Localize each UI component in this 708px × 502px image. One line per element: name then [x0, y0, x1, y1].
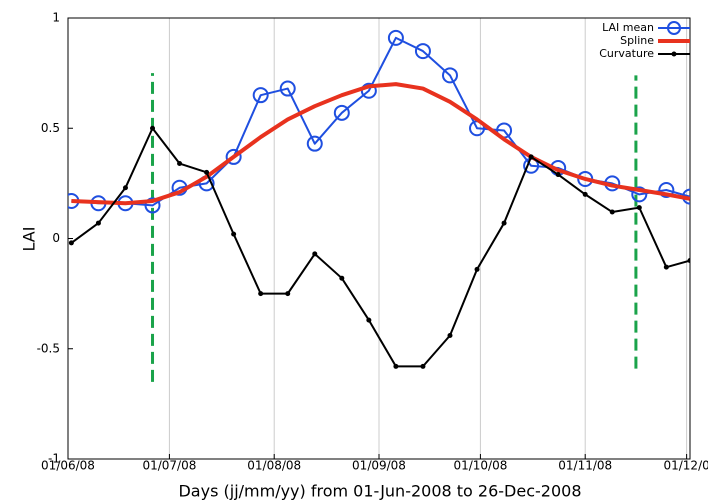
point	[252, 87, 269, 104]
y-tick-label: 1	[52, 11, 60, 25]
point	[393, 363, 399, 369]
point	[366, 317, 372, 323]
legend-label: Curvature	[599, 47, 654, 60]
y-tick-label: -0.5	[37, 341, 60, 355]
y-tick-label: 0.5	[41, 121, 60, 135]
y-axis-label: LAI	[20, 227, 39, 252]
point	[177, 161, 183, 167]
plot-frame	[67, 17, 691, 460]
series-line	[71, 82, 690, 206]
point	[387, 29, 404, 46]
y-tick-label: -1	[48, 452, 60, 466]
point	[122, 185, 128, 191]
x-tick-label: 01/12/0	[663, 459, 708, 473]
y-tick-label: 0	[52, 231, 60, 245]
x-tick-label: 01/07/08	[142, 459, 196, 473]
point	[631, 186, 648, 203]
legend-label: Spline	[620, 34, 654, 47]
point	[95, 220, 101, 226]
x-axis-label: Days (jj/mm/yy) from 01-Jun-2008 to 26-D…	[178, 482, 581, 501]
point	[306, 135, 323, 152]
point	[609, 209, 615, 215]
point	[441, 67, 458, 84]
point	[150, 125, 156, 131]
point	[360, 82, 377, 99]
point	[144, 197, 161, 214]
point	[420, 363, 426, 369]
x-tick-label: 01/09/08	[352, 459, 406, 473]
x-tick-label: 01/11/08	[558, 459, 612, 473]
point	[258, 291, 264, 297]
point	[528, 154, 534, 160]
point	[204, 169, 210, 175]
point	[636, 205, 642, 211]
point	[333, 104, 350, 121]
point	[555, 172, 561, 178]
point	[312, 251, 318, 257]
legend-swatch	[671, 51, 677, 57]
point	[582, 191, 588, 197]
point	[225, 148, 242, 165]
point	[414, 43, 431, 60]
x-tick-label: 01/08/08	[247, 459, 301, 473]
x-tick-label: 01/10/08	[453, 459, 507, 473]
point	[687, 258, 690, 264]
legend-swatch	[667, 21, 681, 35]
point	[231, 231, 237, 237]
point	[447, 333, 453, 339]
legend-label: LAI mean	[602, 21, 654, 34]
point	[68, 240, 74, 246]
point	[285, 291, 291, 297]
point	[474, 266, 480, 272]
point	[658, 181, 675, 198]
point	[501, 220, 507, 226]
x-tick-label: 01/06/08	[41, 459, 95, 473]
series-line	[70, 127, 690, 368]
point	[279, 80, 296, 97]
point	[663, 264, 669, 270]
point	[339, 275, 345, 281]
plot-area	[68, 29, 690, 382]
